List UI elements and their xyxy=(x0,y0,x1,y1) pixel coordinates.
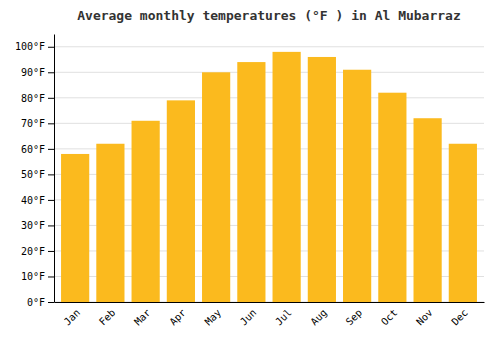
x-tick: Oct xyxy=(379,302,400,328)
x-tick-label: Dec xyxy=(449,307,470,328)
bar xyxy=(308,57,336,302)
chart: Jan Feb Mar Apr May Jun Jul Aug Sep Oct Nov Dec 0°F 1… xyxy=(0,0,500,350)
y-tick-line xyxy=(48,47,54,48)
y-tick-label: 70°F xyxy=(21,118,45,129)
x-tick-label: Mar xyxy=(132,307,153,328)
x-tick-label: Jan xyxy=(62,307,83,328)
x-tick: Dec xyxy=(449,302,470,328)
bar xyxy=(378,93,406,302)
x-axis: Jan Feb Mar Apr May Jun Jul Aug Sep Oct Nov Dec xyxy=(55,302,485,328)
bar xyxy=(61,154,89,302)
y-tick-line xyxy=(48,200,54,201)
bar xyxy=(132,121,160,302)
grid-line xyxy=(54,72,484,73)
y-tick-label: 100°F xyxy=(15,41,45,52)
x-tick-label: Aug xyxy=(308,307,329,328)
y-tick: 70°F xyxy=(21,118,54,129)
y-tick-line xyxy=(48,225,54,226)
x-tick-label: Jun xyxy=(238,307,259,328)
plot: Jan Feb Mar Apr May Jun Jul Aug Sep Oct Nov Dec 0°F 1… xyxy=(15,35,485,328)
bar xyxy=(414,118,442,302)
x-tick: Jun xyxy=(238,302,259,328)
bars xyxy=(61,52,477,302)
y-tick: 10°F xyxy=(21,271,54,282)
bar xyxy=(237,62,265,302)
x-tick-label: Oct xyxy=(379,307,400,328)
y-tick: 0°F xyxy=(27,297,54,308)
y-tick-label: 10°F xyxy=(21,271,45,282)
y-tick: 30°F xyxy=(21,220,54,231)
y-tick-line xyxy=(48,72,54,73)
y-tick-label: 60°F xyxy=(21,144,45,155)
y-tick-label: 0°F xyxy=(27,297,45,308)
grid-line xyxy=(54,46,484,47)
title: Average monthly temperatures (°F ) in Al… xyxy=(77,8,461,23)
y-tick: 100°F xyxy=(15,41,54,52)
y-tick: 80°F xyxy=(21,93,54,104)
bar xyxy=(343,70,371,302)
x-tick: Jul xyxy=(273,302,294,328)
grid-line xyxy=(54,97,484,98)
x-tick-label: Sep xyxy=(344,307,365,328)
x-tick-label: Jul xyxy=(273,307,294,328)
y-axis: 0°F 10°F 20°F 30°F 40°F 50°F 60°F 70°F 80°F 90°F 1… xyxy=(15,35,55,308)
bar xyxy=(167,100,195,302)
x-axis-line xyxy=(55,302,485,303)
bar xyxy=(96,144,124,302)
y-tick-label: 90°F xyxy=(21,67,45,78)
y-tick-label: 20°F xyxy=(21,246,45,257)
y-tick: 40°F xyxy=(21,195,54,206)
x-tick-label: Apr xyxy=(167,307,188,328)
grid xyxy=(54,47,484,302)
x-tick: Jan xyxy=(62,302,83,328)
y-tick-line xyxy=(48,123,54,124)
y-tick-label: 80°F xyxy=(21,93,45,104)
y-tick-line xyxy=(48,98,54,99)
y-tick-label: 30°F xyxy=(21,220,45,231)
x-tick-label: Feb xyxy=(97,307,118,328)
y-tick-line xyxy=(48,276,54,277)
y-axis-line xyxy=(54,35,55,303)
x-tick-label: May xyxy=(203,307,224,328)
y-tick: 20°F xyxy=(21,246,54,257)
y-tick-label: 40°F xyxy=(21,195,45,206)
y-tick-label: 50°F xyxy=(21,169,45,180)
x-tick: Nov xyxy=(414,302,435,328)
x-tick: Feb xyxy=(97,302,118,328)
x-tick-label: Nov xyxy=(414,307,435,328)
y-tick-line xyxy=(48,149,54,150)
x-tick: Apr xyxy=(167,302,188,328)
y-tick-line xyxy=(48,174,54,175)
x-tick: Sep xyxy=(344,302,365,328)
x-tick: May xyxy=(203,302,224,328)
x-tick: Mar xyxy=(132,302,153,328)
y-tick: 90°F xyxy=(21,67,54,78)
bar xyxy=(449,144,477,302)
y-tick: 60°F xyxy=(21,144,54,155)
x-tick: Aug xyxy=(308,302,329,328)
bar xyxy=(273,52,301,302)
bar xyxy=(202,72,230,302)
y-tick-line xyxy=(48,251,54,252)
y-tick-line xyxy=(48,302,54,303)
y-tick: 50°F xyxy=(21,169,54,180)
